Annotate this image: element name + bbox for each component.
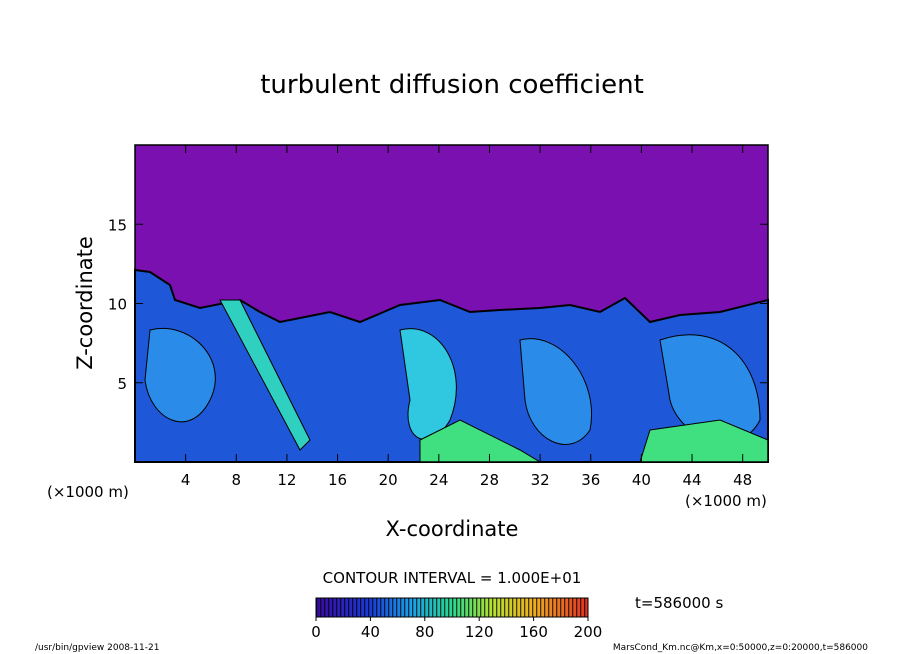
- contour-interval: CONTOUR INTERVAL = 1.000E+01: [323, 569, 582, 587]
- field-region: [144, 328, 216, 423]
- colorbar-tick-label: 120: [465, 623, 494, 641]
- time-label: t=586000 s: [635, 594, 723, 612]
- x-tick-label: 36: [581, 471, 600, 489]
- colorbar-stripes: [315, 597, 589, 618]
- y-axis-label: Z-coordinate: [73, 236, 97, 370]
- x-tick-label: 4: [181, 471, 191, 489]
- x-tick-label: 44: [682, 471, 701, 489]
- field-region: [519, 338, 592, 445]
- x-unit-label: (×1000 m): [47, 483, 129, 501]
- footer-left: /usr/bin/gpview 2008-11-21: [35, 643, 159, 653]
- x-tick-label: 16: [328, 471, 347, 489]
- y-tick-label: 5: [117, 375, 127, 393]
- colorbar-tick-label: 0: [311, 623, 321, 641]
- x-tick-label: 32: [531, 471, 550, 489]
- x-tick-label: 40: [632, 471, 651, 489]
- x-tick-label: 12: [277, 471, 296, 489]
- x-tick-label: 8: [232, 471, 242, 489]
- colorbar-tick-label: 160: [519, 623, 548, 641]
- x-tick-label: 20: [379, 471, 398, 489]
- field-region: [219, 299, 311, 451]
- x-tick-label: 28: [480, 471, 499, 489]
- colorbar-tick-label: 200: [574, 623, 603, 641]
- field-region: [399, 328, 457, 441]
- colorbar-tick-label: 40: [361, 623, 380, 641]
- field-region: [419, 419, 542, 463]
- colorbar-tick-label: 80: [415, 623, 434, 641]
- y-tick-label: 15: [108, 216, 127, 234]
- footer-right: MarsCond_Km.nc@Km,x=0:50000,z=0:20000,t=…: [613, 643, 868, 653]
- x-tick-label: 48: [733, 471, 752, 489]
- x-axis-label: X-coordinate: [386, 517, 519, 541]
- x-tick-label: 24: [429, 471, 448, 489]
- chart-title: turbulent diffusion coefficient: [260, 70, 644, 100]
- x-unit-label: (×1000 m): [685, 492, 767, 510]
- y-tick-label: 10: [108, 296, 127, 314]
